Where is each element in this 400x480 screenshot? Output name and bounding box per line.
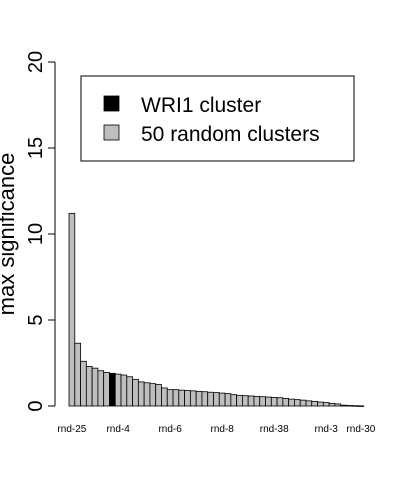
bar — [189, 390, 197, 407]
bar — [230, 394, 238, 407]
legend-label-wri1: WRI1 cluster — [141, 94, 261, 117]
x-tick-label: rnd-38 — [260, 424, 289, 435]
bar — [178, 389, 186, 407]
y-tick-label: 10 — [25, 223, 47, 245]
y-tick-label: 20 — [25, 51, 47, 73]
bar — [132, 378, 139, 407]
bar — [305, 400, 313, 407]
legend-box — [80, 75, 355, 162]
bar — [247, 395, 255, 407]
bars — [68, 212, 365, 407]
bar — [120, 374, 128, 407]
x-tick-label: rnd-6 — [158, 424, 182, 435]
x-tick-labels: rnd-25 rnd-4 rnd-6 rnd-8 rnd-38 rnd-3 rnd-30 — [57, 424, 375, 435]
bar — [294, 399, 301, 407]
bar — [317, 401, 324, 407]
bar — [311, 400, 318, 407]
x-tick-label: rnd-25 — [57, 424, 86, 435]
legend: WRI1 cluster 50 random clusters — [80, 75, 355, 162]
y-tick-label: 15 — [25, 137, 47, 159]
bar — [299, 399, 307, 407]
bar — [241, 395, 249, 407]
bar — [328, 403, 336, 407]
bar — [213, 392, 220, 407]
bar — [126, 376, 133, 407]
bar — [253, 395, 261, 407]
x-tick-label: rnd-4 — [106, 424, 130, 435]
bar — [334, 403, 342, 407]
bar — [195, 390, 203, 407]
bar — [172, 389, 180, 407]
bar-highlight — [109, 372, 116, 407]
bar — [143, 382, 151, 407]
bar — [218, 392, 226, 407]
bar — [224, 393, 232, 407]
bar — [288, 398, 295, 407]
bar — [322, 402, 330, 407]
bar — [351, 405, 359, 407]
bar — [149, 383, 157, 407]
bar — [207, 391, 214, 407]
x-tick-label: rnd-8 — [210, 424, 234, 435]
legend-label-random: 50 random clusters — [141, 123, 320, 146]
bar — [97, 370, 105, 407]
bar — [265, 396, 272, 407]
bar — [137, 381, 145, 407]
legend-swatch-random — [103, 124, 120, 141]
bar — [155, 384, 162, 407]
bar — [80, 360, 87, 407]
bar — [68, 212, 76, 407]
bar — [270, 396, 278, 407]
bar — [340, 404, 347, 407]
bar — [85, 366, 93, 407]
bar — [282, 398, 290, 407]
y-axis: 0 5 10 15 20 — [25, 51, 56, 412]
bar — [184, 390, 191, 407]
bar — [259, 396, 266, 407]
y-tick-label: 5 — [25, 314, 47, 325]
bar — [103, 372, 110, 407]
y-axis-label: max significance — [0, 153, 19, 316]
bar — [114, 373, 122, 407]
bar — [166, 389, 174, 407]
bar — [91, 367, 99, 407]
bar — [201, 391, 209, 407]
legend-swatch-wri1 — [103, 95, 120, 112]
x-tick-label: rnd-3 — [315, 424, 339, 435]
bar — [236, 394, 243, 407]
y-tick-label: 0 — [25, 400, 47, 411]
bar — [357, 405, 365, 407]
bar — [161, 387, 168, 407]
bar — [346, 405, 353, 407]
bar — [74, 342, 81, 407]
x-tick-label: rnd-30 — [346, 424, 375, 435]
bar — [276, 397, 284, 407]
